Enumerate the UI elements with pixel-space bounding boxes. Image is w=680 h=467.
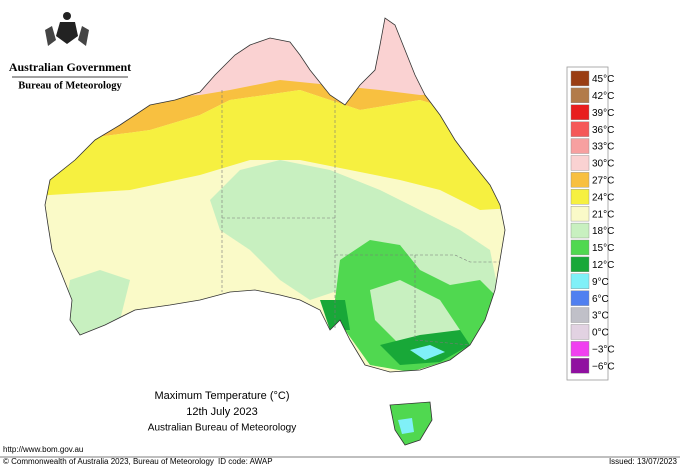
legend-label: −3°C	[592, 344, 615, 355]
legend-label: 45°C	[592, 74, 614, 85]
map-title: Maximum Temperature (°C)	[154, 390, 289, 402]
legend-swatch	[570, 205, 590, 222]
legend-swatch	[570, 121, 590, 137]
legend-swatch	[570, 138, 590, 154]
legend-swatch	[570, 324, 590, 340]
legend-label: 12°C	[592, 260, 614, 271]
legend-swatch	[570, 239, 590, 256]
legend-swatch	[570, 290, 590, 306]
copyright: © Commonwealth of Australia 2023, Bureau…	[3, 457, 214, 466]
legend-label: 21°C	[592, 209, 614, 220]
legend-label: 36°C	[592, 125, 614, 136]
legend-swatch	[570, 104, 590, 120]
legend-swatch	[570, 172, 590, 188]
legend-label: 3°C	[592, 311, 609, 322]
id-code: ID code: AWAP	[218, 457, 273, 466]
map-source: Australian Bureau of Meteorology	[148, 423, 296, 434]
bureau: Bureau of Meteorology	[18, 80, 122, 91]
legend-label: 15°C	[592, 243, 614, 254]
legend-swatch	[570, 273, 590, 289]
legend-swatch	[570, 358, 590, 374]
legend-label: 42°C	[592, 91, 614, 102]
legend-swatch	[570, 222, 590, 239]
legend-label: 24°C	[592, 192, 614, 203]
legend-label: 27°C	[592, 175, 614, 186]
legend-label: 9°C	[592, 277, 609, 288]
legend-label: 18°C	[592, 226, 614, 237]
map-date: 12th July 2023	[186, 406, 258, 418]
logo	[45, 12, 89, 46]
government: Australian Government	[9, 60, 131, 74]
url: http://www.bom.gov.au	[3, 445, 83, 454]
legend-label: 39°C	[592, 108, 614, 119]
legend-swatch	[570, 155, 590, 171]
legend-label: 33°C	[592, 142, 614, 153]
legend-swatch	[570, 307, 590, 323]
issued: Issued: 13/07/2023	[609, 457, 678, 466]
legend-swatch	[570, 189, 590, 205]
legend-label: −6°C	[592, 361, 615, 372]
legend-swatch	[570, 87, 590, 104]
legend-swatch	[570, 70, 590, 87]
legend-label: 6°C	[592, 294, 609, 305]
legend-swatch	[570, 341, 590, 357]
legend-label: 30°C	[592, 159, 614, 170]
legend-swatch	[570, 256, 590, 272]
legend-label: 0°C	[592, 328, 609, 339]
legend: 45°C 42°C 39°C 36°C 33°C 30°C 27°C 24°C 21°C 18°C…	[570, 70, 615, 374]
